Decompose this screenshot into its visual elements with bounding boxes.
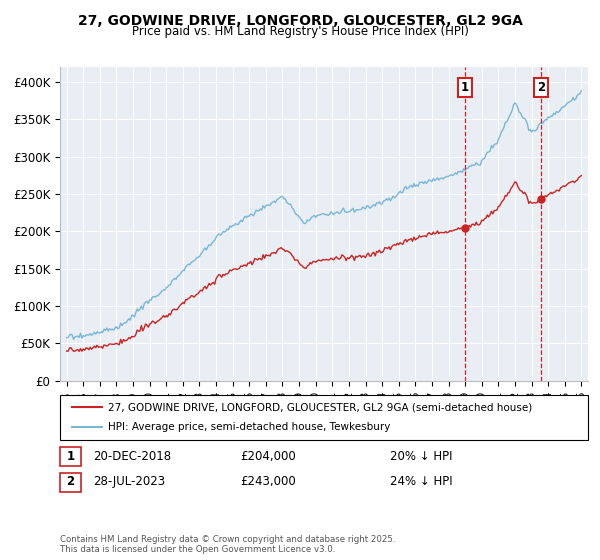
Text: 1: 1 — [461, 81, 469, 94]
Text: 2: 2 — [537, 81, 545, 94]
Text: Price paid vs. HM Land Registry's House Price Index (HPI): Price paid vs. HM Land Registry's House … — [131, 25, 469, 38]
Text: £204,000: £204,000 — [240, 450, 296, 463]
Text: 20% ↓ HPI: 20% ↓ HPI — [390, 450, 452, 463]
Text: 20-DEC-2018: 20-DEC-2018 — [93, 450, 171, 463]
Text: 24% ↓ HPI: 24% ↓ HPI — [390, 475, 452, 488]
Text: 1: 1 — [67, 450, 74, 463]
Text: 27, GODWINE DRIVE, LONGFORD, GLOUCESTER, GL2 9GA: 27, GODWINE DRIVE, LONGFORD, GLOUCESTER,… — [77, 14, 523, 28]
Text: 28-JUL-2023: 28-JUL-2023 — [93, 475, 165, 488]
Text: Contains HM Land Registry data © Crown copyright and database right 2025.
This d: Contains HM Land Registry data © Crown c… — [60, 535, 395, 554]
Text: £243,000: £243,000 — [240, 475, 296, 488]
Text: HPI: Average price, semi-detached house, Tewkesbury: HPI: Average price, semi-detached house,… — [108, 422, 391, 432]
Text: 2: 2 — [67, 475, 74, 488]
Text: 27, GODWINE DRIVE, LONGFORD, GLOUCESTER, GL2 9GA (semi-detached house): 27, GODWINE DRIVE, LONGFORD, GLOUCESTER,… — [108, 402, 532, 412]
